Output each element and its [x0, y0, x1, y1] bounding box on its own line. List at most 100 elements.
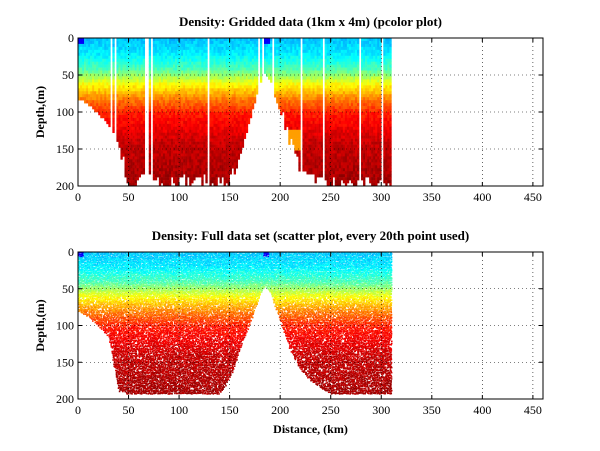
heatmap-cell: [221, 141, 224, 145]
heatmap-cell: [185, 79, 188, 83]
heatmap-cell: [320, 100, 323, 104]
heatmap-cell: [98, 103, 101, 107]
heatmap-cell: [116, 88, 119, 92]
heatmap-cell: [136, 141, 139, 145]
heatmap-cell: [227, 150, 230, 154]
heatmap-cell: [189, 156, 192, 160]
heatmap-cell: [160, 52, 164, 57]
heatmap-cell: [264, 40, 267, 45]
heatmap-cell: [158, 43, 162, 48]
heatmap-cell: [154, 114, 158, 119]
heatmap-cell: [278, 46, 281, 51]
heatmap-cell: [138, 153, 141, 157]
heatmap-cell: [203, 123, 206, 128]
heatmap-cell: [134, 40, 137, 45]
heatmap-cell: [86, 52, 89, 57]
heatmap-cell: [193, 43, 196, 48]
heatmap-cell: [118, 40, 121, 45]
heatmap-cell: [219, 73, 222, 77]
heatmap-cell: [332, 159, 336, 163]
heatmap-cell: [326, 174, 329, 178]
heatmap-cell: [304, 168, 307, 172]
heatmap-cell: [253, 43, 257, 48]
heatmap-cell: [166, 58, 170, 62]
heatmap-cell: [330, 64, 334, 68]
heatmap-cell: [160, 162, 164, 166]
heatmap-cell: [336, 106, 340, 110]
heatmap-cell: [138, 94, 141, 98]
heatmap-cell: [328, 64, 332, 68]
heatmap-cell: [229, 82, 232, 86]
heatmap-cell: [140, 76, 143, 80]
heatmap-cell: [320, 153, 323, 157]
heatmap-cell: [154, 67, 158, 71]
heatmap-cell: [346, 168, 350, 172]
heatmap-cell: [318, 43, 321, 48]
heatmap-cell: [177, 135, 180, 139]
heatmap-cell: [191, 97, 194, 101]
heatmap-cell: [189, 103, 192, 107]
heatmap-cell: [306, 144, 309, 148]
heatmap-cell: [168, 49, 172, 54]
heatmap-cell: [124, 100, 127, 104]
heatmap-cell: [211, 61, 214, 65]
heatmap-cell: [314, 165, 317, 169]
heatmap-cell: [116, 97, 119, 101]
heatmap-cell: [338, 64, 342, 68]
heatmap-cell: [156, 153, 160, 157]
heatmap-cell: [346, 61, 350, 65]
heatmap-cell: [308, 171, 311, 175]
heatmap-cell: [211, 97, 214, 101]
heatmap-cell: [304, 126, 307, 131]
heatmap-cell: [221, 153, 224, 157]
heatmap-cell: [160, 106, 164, 110]
heatmap-cell: [162, 144, 166, 148]
heatmap-cell: [304, 49, 307, 54]
heatmap-cell: [336, 91, 340, 95]
heatmap-cell: [344, 46, 348, 51]
heatmap-cell: [292, 129, 295, 134]
heatmap-cell: [154, 64, 158, 68]
heatmap-cell: [94, 38, 97, 42]
heatmap-cell: [312, 46, 315, 51]
heatmap-cell: [106, 52, 109, 57]
heatmap-cell: [132, 129, 135, 134]
heatmap-cell: [197, 38, 200, 42]
heatmap-cell: [330, 112, 334, 116]
heatmap-cell: [255, 88, 259, 92]
heatmap-cell: [290, 106, 293, 110]
heatmap-cell: [96, 38, 99, 42]
heatmap-cell: [175, 61, 178, 65]
heatmap-cell: [312, 40, 315, 45]
heatmap-cell: [219, 177, 222, 181]
heatmap-cell: [102, 49, 105, 54]
heatmap-cell: [96, 79, 99, 83]
heatmap-cell: [181, 46, 184, 51]
heatmap-cell: [215, 70, 218, 74]
heatmap-cell: [338, 117, 342, 122]
heatmap-cell: [130, 150, 133, 154]
heatmap-cell: [158, 159, 162, 163]
heatmap-cell: [221, 64, 224, 68]
heatmap-cell: [205, 91, 208, 95]
heatmap-cell: [104, 88, 107, 92]
heatmap-cell: [126, 46, 129, 51]
heatmap-cell: [241, 91, 245, 95]
heatmap-cell: [154, 153, 158, 157]
heatmap-cell: [302, 46, 305, 51]
heatmap-cell: [100, 64, 103, 68]
heatmap-cell: [310, 150, 313, 154]
heatmap-cell: [98, 73, 101, 77]
heatmap-cell: [152, 64, 156, 68]
heatmap-cell: [195, 94, 198, 98]
heatmap-cell: [98, 100, 101, 104]
heatmap-cell: [336, 114, 340, 119]
heatmap-cell: [221, 79, 224, 83]
heatmap-cell: [193, 91, 196, 95]
heatmap-cell: [306, 73, 309, 77]
heatmap-cell: [112, 91, 115, 95]
heatmap-cell: [181, 117, 184, 122]
heatmap-cell: [215, 94, 218, 98]
heatmap-cell: [233, 70, 236, 74]
heatmap-cell: [187, 159, 190, 163]
